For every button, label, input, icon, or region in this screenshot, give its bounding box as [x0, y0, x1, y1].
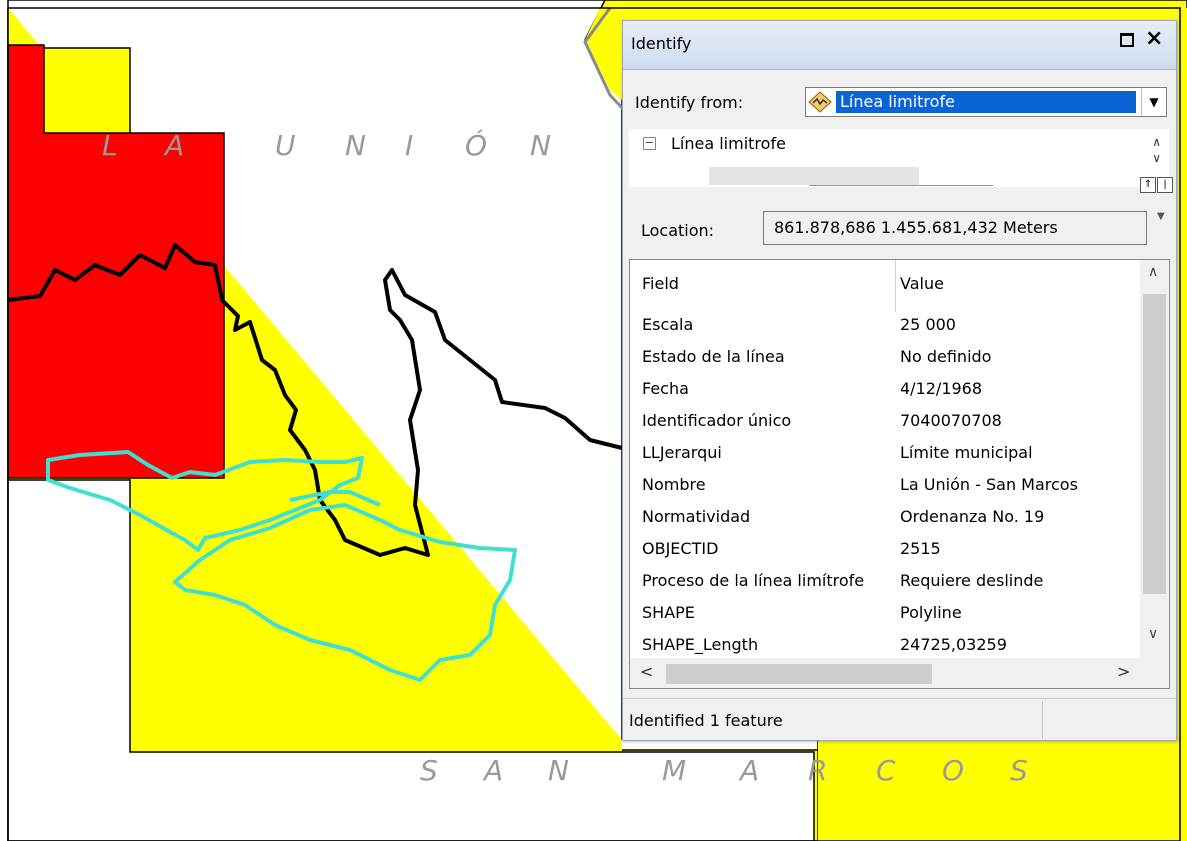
row-value[interactable]: 2515 — [900, 539, 941, 558]
label-la-union-3: U — [275, 129, 296, 162]
horizontal-scrollbar[interactable]: < > — [630, 658, 1169, 688]
grey-boundary — [583, 7, 626, 112]
label-la-union-6: Ó — [465, 128, 487, 162]
status-divider — [1042, 701, 1043, 739]
chevron-down-icon[interactable]: ▼ — [1141, 88, 1166, 116]
column-header-value[interactable]: Value — [900, 274, 944, 293]
row-field[interactable]: SHAPE_Length — [642, 635, 759, 654]
label-la-union: L A U N I Ó N — [102, 128, 551, 162]
close-icon[interactable]: × — [1145, 26, 1164, 51]
tree-item-feature[interactable] — [709, 167, 919, 185]
label-san-marcos-3: N — [548, 754, 569, 787]
row-field[interactable]: Nombre — [642, 475, 706, 494]
row-field[interactable]: LLJerarqui — [642, 443, 722, 462]
label-la-union-5: I — [405, 129, 413, 162]
scroll-thumb[interactable] — [666, 664, 932, 684]
boundary-line — [7, 243, 623, 557]
outside-area — [7, 479, 815, 841]
status-bar: Identified 1 feature — [623, 698, 1176, 741]
label-san-marcos-9: S — [1010, 754, 1028, 787]
window-title: Identify — [631, 34, 692, 53]
units-dropdown-icon[interactable]: ▼ — [1157, 211, 1165, 222]
label-la-union-1: L — [102, 129, 118, 162]
label-san-marcos-1: S — [420, 754, 438, 787]
label-san-marcos-2: A — [482, 754, 503, 787]
row-value[interactable]: 25 000 — [900, 315, 956, 334]
row-value[interactable]: 7040070708 — [900, 411, 1002, 430]
label-la-union-2: A — [163, 129, 184, 162]
row-field[interactable]: Normatividad — [642, 507, 751, 526]
attributes-table[interactable]: Field Value Escala 25 000 Estado de la l… — [629, 259, 1170, 689]
splitter[interactable] — [809, 185, 993, 186]
row-field[interactable]: SHAPE — [642, 603, 695, 622]
row-value[interactable]: La Unión - San Marcos — [900, 475, 1078, 494]
row-field[interactable]: Proceso de la línea limítrofe — [642, 571, 865, 590]
row-value[interactable]: Límite municipal — [900, 443, 1033, 462]
row-value[interactable]: No definido — [900, 347, 992, 366]
tree-item-layer[interactable]: Línea limitrofe — [671, 134, 786, 153]
label-san-marcos-4: M — [662, 754, 686, 787]
label-san-marcos-6: R — [808, 754, 827, 787]
row-value[interactable]: 4/12/1968 — [900, 379, 983, 398]
column-header-field[interactable]: Field — [642, 274, 679, 293]
layer-icon — [808, 91, 832, 113]
chevron-down-icon[interactable]: ∨ — [1148, 626, 1159, 642]
label-san-marcos-8: O — [942, 754, 964, 787]
identify-from-value: Línea limitrofe — [835, 90, 1137, 114]
row-value[interactable]: Requiere deslinde — [900, 571, 1044, 590]
chevron-up-icon[interactable]: ∧ — [1148, 264, 1159, 280]
chevron-left-icon[interactable]: < — [640, 662, 654, 681]
chevron-right-icon[interactable]: > — [1117, 662, 1131, 681]
maximize-icon[interactable] — [1120, 33, 1134, 47]
label-san-marcos: S A N M A R C O S — [420, 754, 1028, 787]
results-tree[interactable]: − Línea limitrofe ∧ ∨ — [629, 129, 1169, 187]
status-text: Identified 1 feature — [629, 711, 783, 730]
identify-from-label: Identify from: — [635, 93, 744, 112]
collapse-icon[interactable]: − — [643, 136, 656, 150]
label-san-marcos-7: C — [876, 754, 896, 787]
location-field[interactable]: 861.878,686 1.455.681,432 Meters — [763, 211, 1147, 245]
row-field[interactable]: OBJECTID — [642, 539, 719, 558]
row-value[interactable]: Polyline — [900, 603, 962, 622]
row-value[interactable]: Ordenanza No. 19 — [900, 507, 1045, 526]
identify-from-dropdown[interactable]: Línea limitrofe ▼ — [805, 87, 1167, 117]
label-san-marcos-5: A — [738, 754, 759, 787]
location-label: Location: — [641, 221, 715, 240]
collapse-panel-icon[interactable]: ⇑ — [1140, 177, 1156, 193]
row-field[interactable]: Estado de la línea — [642, 347, 785, 366]
column-divider[interactable] — [895, 260, 896, 312]
selected-feature-outline — [46, 450, 517, 682]
map-frame — [7, 7, 1181, 841]
identify-window[interactable]: Identify × Identify from: Línea limitrof… — [622, 20, 1177, 741]
chevron-down-icon[interactable]: ∨ — [1152, 151, 1161, 165]
row-field[interactable]: Identificador único — [642, 411, 792, 430]
row-field[interactable]: Fecha — [642, 379, 689, 398]
pin-icon[interactable]: | — [1157, 177, 1173, 193]
chevron-up-icon[interactable]: ∧ — [1152, 135, 1161, 149]
label-la-union-7: N — [530, 129, 551, 162]
row-value[interactable]: 24725,03259 — [900, 635, 1007, 654]
row-field[interactable]: Escala — [642, 315, 694, 334]
label-la-union-4: N — [345, 129, 366, 162]
title-bar[interactable]: Identify × — [623, 21, 1176, 70]
scroll-thumb[interactable] — [1143, 294, 1166, 594]
vertical-scrollbar[interactable]: ∧ ∨ — [1140, 260, 1169, 660]
